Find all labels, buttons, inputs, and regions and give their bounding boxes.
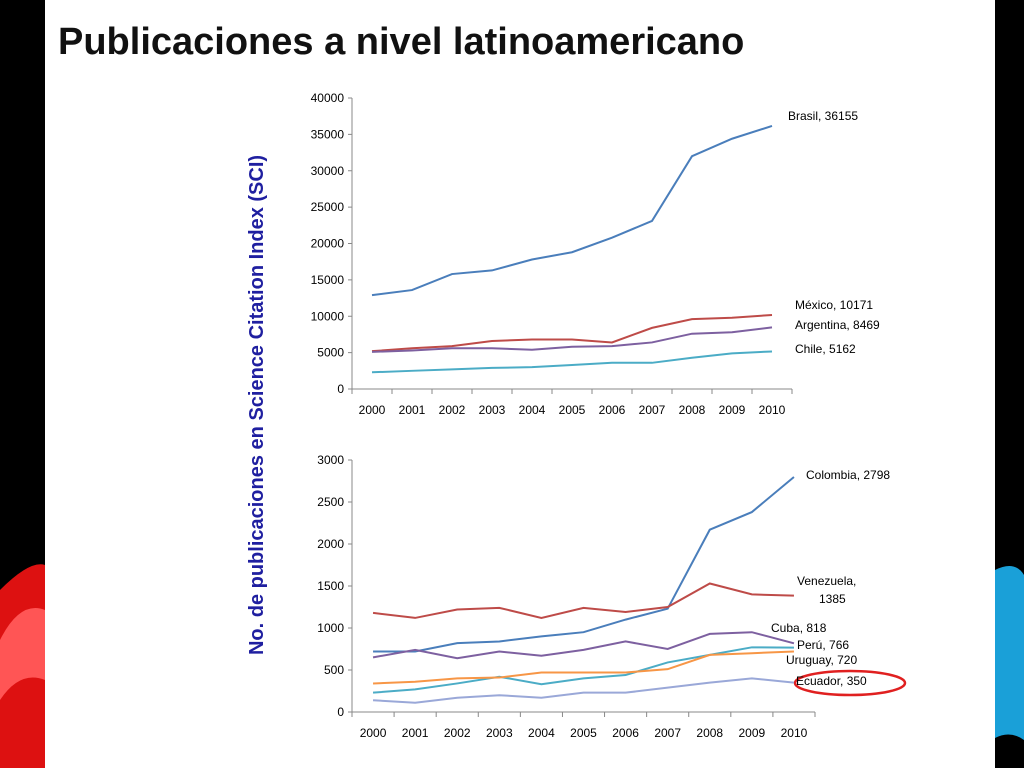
y-tick-label: 10000 <box>311 309 345 323</box>
x-tick-label: 2004 <box>519 403 546 417</box>
y-tick-label: 3000 <box>317 453 344 467</box>
x-tick-label: 2007 <box>639 403 666 417</box>
x-tick-label: 2005 <box>559 403 586 417</box>
slide-title: Publicaciones a nivel latinoamericano <box>58 21 744 63</box>
y-tick-label: 0 <box>337 705 344 719</box>
x-tick-label: 2008 <box>696 726 723 740</box>
x-tick-label: 2002 <box>439 403 466 417</box>
series-label: Ecuador, 350 <box>796 674 867 688</box>
y-tick-label: 2500 <box>317 495 344 509</box>
series-label: Argentina, 8469 <box>795 318 880 332</box>
series-label: 1385 <box>819 592 846 606</box>
y-tick-label: 1000 <box>317 621 344 635</box>
series-label: Chile, 5162 <box>795 342 856 356</box>
x-tick-label: 2002 <box>444 726 471 740</box>
x-tick-label: 2003 <box>479 403 506 417</box>
y-axis-label: No. de publicaciones en Science Citation… <box>246 155 268 655</box>
series-label: Uruguay, 720 <box>786 653 857 667</box>
x-tick-label: 2001 <box>402 726 429 740</box>
x-tick-label: 2009 <box>719 403 746 417</box>
x-tick-label: 2000 <box>359 403 386 417</box>
series-label: Brasil, 36155 <box>788 109 858 123</box>
x-tick-label: 2010 <box>781 726 808 740</box>
series-label: Venezuela, <box>797 574 856 588</box>
series-label: Cuba, 818 <box>771 621 827 635</box>
x-tick-label: 2000 <box>360 726 387 740</box>
slide-body <box>45 0 995 768</box>
series-line <box>372 646 794 694</box>
series-line <box>372 631 795 660</box>
series-label: Colombia, 2798 <box>806 468 890 482</box>
y-tick-label: 20000 <box>311 237 345 251</box>
y-tick-label: 35000 <box>311 127 345 141</box>
x-tick-label: 2006 <box>612 726 639 740</box>
y-tick-label: 25000 <box>311 200 345 214</box>
series-line <box>371 350 773 374</box>
series-line <box>371 314 773 353</box>
series-label: México, 10171 <box>795 298 873 312</box>
y-tick-label: 1500 <box>317 579 344 593</box>
y-tick-label: 15000 <box>311 273 345 287</box>
decoration <box>0 608 45 700</box>
series-line <box>372 582 794 619</box>
series-line <box>371 326 773 353</box>
y-tick-label: 30000 <box>311 164 345 178</box>
x-tick-label: 2008 <box>679 403 706 417</box>
decoration <box>995 566 1024 740</box>
series-line <box>372 677 795 704</box>
series-line <box>373 650 794 685</box>
x-tick-label: 2010 <box>759 403 786 417</box>
x-tick-label: 2006 <box>599 403 626 417</box>
highlight-ellipse <box>793 669 907 697</box>
series-line <box>373 476 795 653</box>
x-tick-label: 2004 <box>528 726 555 740</box>
x-tick-label: 2007 <box>654 726 681 740</box>
x-tick-label: 2009 <box>739 726 766 740</box>
series-line <box>371 125 773 297</box>
x-tick-label: 2001 <box>399 403 426 417</box>
y-tick-label: 2000 <box>317 537 344 551</box>
series-label: Perú, 766 <box>797 638 849 652</box>
y-tick-label: 0 <box>337 382 344 396</box>
y-tick-label: 40000 <box>311 91 345 105</box>
y-tick-label: 500 <box>324 663 344 677</box>
x-tick-label: 2005 <box>570 726 597 740</box>
x-tick-label: 2003 <box>486 726 513 740</box>
y-tick-label: 5000 <box>317 346 344 360</box>
